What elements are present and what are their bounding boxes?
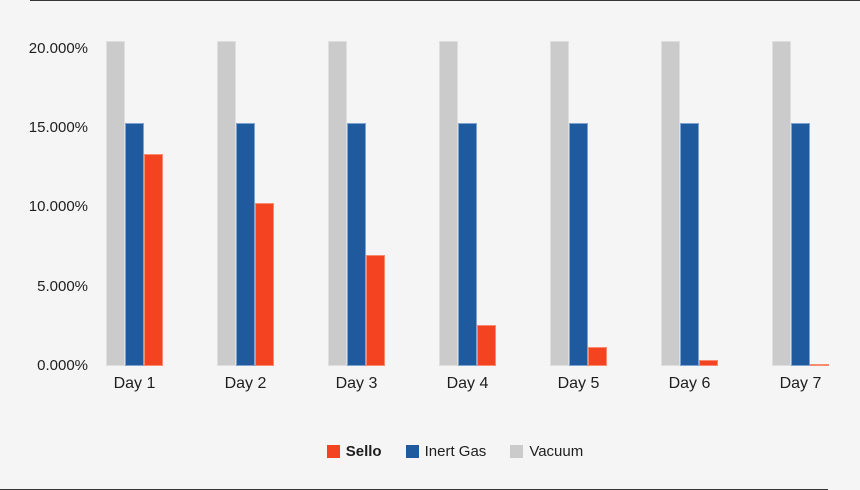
x-axis-label-day-3: Day 3 xyxy=(335,375,378,392)
bar-group-day-1 xyxy=(79,41,190,366)
legend-item-inert-gas: Inert Gas xyxy=(405,443,487,460)
bar-vacuum-day-6 xyxy=(661,41,680,366)
bar-sello-day-4 xyxy=(477,325,496,366)
bar-sello-day-7 xyxy=(810,364,829,366)
legend-label-vacuum: Vacuum xyxy=(529,443,584,460)
bar-inert-gas-day-3 xyxy=(347,123,366,366)
x-axis-label-day-5: Day 5 xyxy=(557,375,600,392)
bar-inert-gas-day-2 xyxy=(236,123,255,366)
x-axis-label-day-6: Day 6 xyxy=(668,375,711,392)
y-tick-label-4: 20.000% xyxy=(28,39,88,57)
legend-swatch-icon-vacuum xyxy=(510,445,524,458)
bar-vacuum-day-2 xyxy=(217,41,236,366)
x-axis-labels: Day 1 Day 2 Day 3 Day 4 Day 5 Day 6 Day 7 xyxy=(79,374,856,394)
x-axis-label-day-2: Day 2 xyxy=(224,375,267,392)
bar-vacuum-day-4 xyxy=(439,41,458,366)
y-tick-label-1: 5.000% xyxy=(37,277,88,295)
y-tick-label-3: 15.000% xyxy=(28,119,88,137)
y-axis: 0.000% 5.000% 10.000% 15.000% 20.000% xyxy=(0,39,90,374)
legend-label-sello: Sello xyxy=(345,443,382,460)
legend-item-vacuum: Vacuum xyxy=(510,443,583,460)
bar-inert-gas-day-4 xyxy=(458,123,477,366)
bar-group-day-3 xyxy=(301,41,412,366)
x-axis-label-day-7: Day 7 xyxy=(779,375,822,392)
legend-swatch-icon-sello xyxy=(326,445,340,458)
bar-vacuum-day-7 xyxy=(772,41,791,366)
bar-sello-day-5 xyxy=(588,347,607,366)
bar-inert-gas-day-7 xyxy=(791,123,810,366)
y-tick-label-2: 10.000% xyxy=(28,198,88,216)
legend-swatch-icon-inert-gas xyxy=(405,445,419,458)
bar-group-day-6 xyxy=(634,41,745,366)
bar-sello-day-3 xyxy=(366,255,385,366)
plot-area xyxy=(79,41,856,366)
bar-inert-gas-day-1 xyxy=(125,123,144,366)
bar-sello-day-2 xyxy=(255,203,274,366)
x-axis-label-day-1: Day 1 xyxy=(113,375,156,392)
bar-sello-day-6 xyxy=(699,360,718,366)
bar-inert-gas-day-6 xyxy=(680,123,699,366)
bar-vacuum-day-3 xyxy=(328,41,347,366)
bar-vacuum-day-1 xyxy=(106,41,125,366)
legend-item-sello: Sello xyxy=(326,443,382,460)
x-axis-label-day-4: Day 4 xyxy=(446,375,489,392)
top-border-line xyxy=(30,0,860,1)
bar-group-day-4 xyxy=(412,41,523,366)
bar-inert-gas-day-5 xyxy=(569,123,588,366)
y-tick-label-0: 0.000% xyxy=(37,357,88,374)
bar-vacuum-day-5 xyxy=(550,41,569,366)
bar-group-day-5 xyxy=(523,41,634,366)
legend-label-inert-gas: Inert Gas xyxy=(424,443,487,460)
legend: Sello Inert Gas Vacuum xyxy=(25,443,860,460)
bar-sello-day-1 xyxy=(144,154,163,366)
bar-group-day-2 xyxy=(190,41,301,366)
bar-group-day-7 xyxy=(745,41,856,366)
